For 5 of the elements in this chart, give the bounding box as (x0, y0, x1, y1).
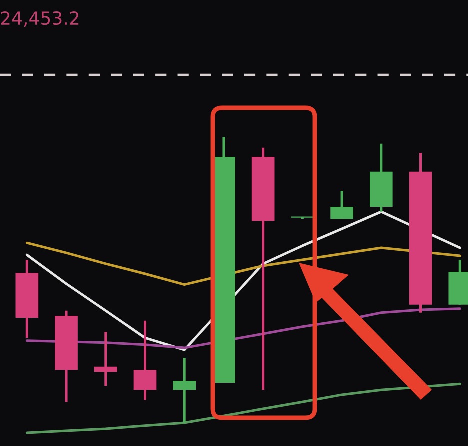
candlestick (94, 330, 118, 388)
candlestick (173, 356, 196, 424)
candlestick (134, 320, 157, 402)
candlestick (330, 190, 354, 220)
text: 24,453.2 (1, 11, 79, 27)
